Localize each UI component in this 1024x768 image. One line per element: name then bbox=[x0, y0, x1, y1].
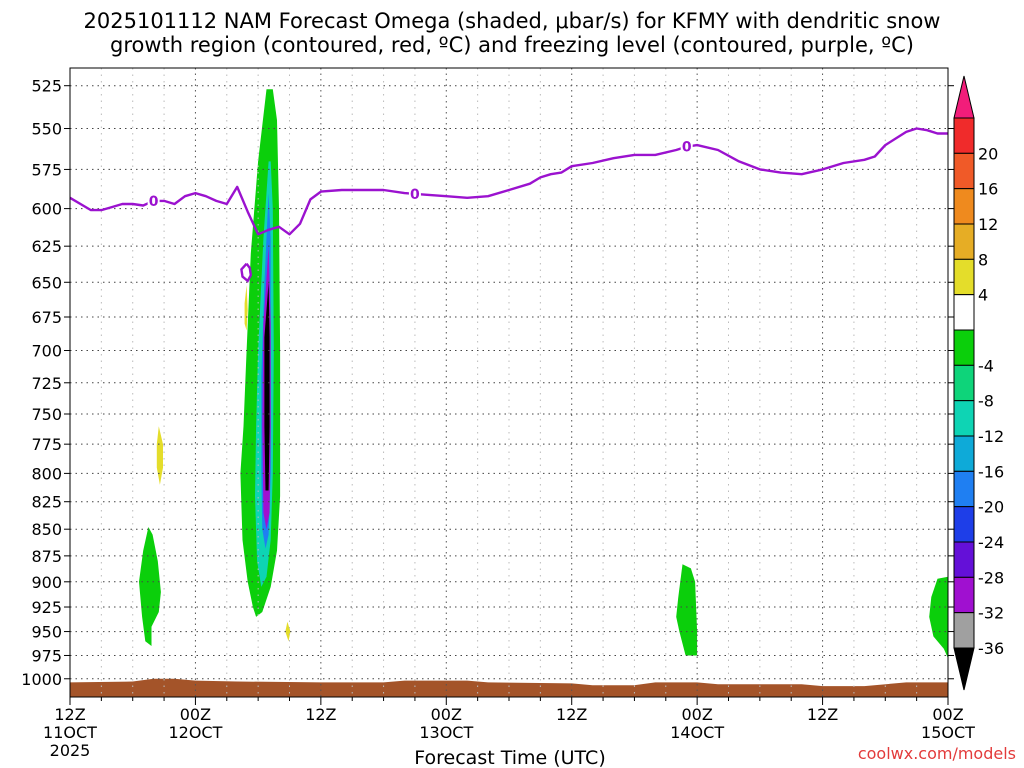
freezing-label-bg bbox=[680, 137, 693, 156]
chart-title-line-1: 2025101112 NAM Forecast Omega (shaded, μ… bbox=[83, 9, 941, 33]
colorbar-box-3 bbox=[953, 223, 975, 260]
omega-region-black-core-column bbox=[264, 282, 270, 491]
colorbar-label-6: -8 bbox=[978, 392, 994, 411]
credit-link[interactable]: coolwx.com/models bbox=[858, 744, 1016, 763]
freezing-label-bg bbox=[408, 184, 421, 203]
x-tick-label-0-line2: 11OCT bbox=[43, 723, 97, 742]
colorbar-label-9: -20 bbox=[978, 498, 1004, 517]
colorbar-box-11 bbox=[953, 506, 975, 543]
x-axis-title: Forecast Time (UTC) bbox=[414, 747, 605, 768]
freezing-level-label-2: 0 bbox=[410, 187, 420, 203]
colorbar: 20 16 12 8 4 -4 -8 -12 -16 -20 -24 -28 -32 -36 bbox=[953, 75, 1004, 691]
x-tick-label-36-line2: 13OCT bbox=[419, 723, 473, 742]
x-tick-label-84-line1: 00Z bbox=[932, 705, 963, 724]
y-tick-label-725: 725 bbox=[31, 374, 62, 393]
freezing-level-line bbox=[69, 127, 948, 236]
y-tick-label-575: 575 bbox=[31, 160, 62, 179]
colorbar-box-14 bbox=[953, 612, 975, 649]
colorbar-label-8: -16 bbox=[978, 462, 1004, 481]
y-tick-label-900: 900 bbox=[31, 573, 62, 592]
colorbar-box-1 bbox=[953, 152, 975, 190]
y-tick-label-775: 775 bbox=[31, 435, 62, 454]
y-tick-label-850: 850 bbox=[31, 520, 62, 539]
freezing-level-label-1: 0 bbox=[149, 194, 159, 210]
contour-layer: 0 0 0 bbox=[69, 127, 948, 283]
x-tick-label-72-line1: 12Z bbox=[807, 705, 838, 724]
colorbar-label-1: 16 bbox=[978, 180, 998, 199]
x-tick-label-12-line2: 12OCT bbox=[168, 723, 222, 742]
colorbar-top-arrow bbox=[953, 75, 975, 119]
colorbar-label-13: -36 bbox=[978, 639, 1004, 658]
x-tick-label-12-line1: 00Z bbox=[180, 705, 211, 724]
colorbar-box-4 bbox=[953, 258, 975, 296]
colorbar-label-3: 8 bbox=[978, 250, 988, 269]
colorbar-label-10: -24 bbox=[978, 533, 1004, 552]
y-axis: 525 550 575 600 625 650 675 700 725 750 775 800 825 8… bbox=[21, 77, 954, 689]
y-tick-label-650: 650 bbox=[31, 273, 62, 292]
omega-region-green-blob-left bbox=[139, 527, 161, 646]
y-tick-label-700: 700 bbox=[31, 341, 62, 360]
colorbar-box-10 bbox=[953, 470, 975, 508]
y-tick-label-1000: 1000 bbox=[21, 670, 62, 689]
colorbar-box-13 bbox=[953, 576, 975, 614]
colorbar-bottom-arrow bbox=[953, 647, 975, 691]
omega-region-green-blob-mid bbox=[676, 564, 698, 656]
colorbar-box-8 bbox=[953, 400, 975, 437]
terrain-ground bbox=[70, 678, 948, 697]
terrain-layer bbox=[70, 678, 948, 697]
freezing-level-loop bbox=[240, 262, 253, 283]
colorbar-label-5: -4 bbox=[978, 356, 994, 375]
omega-shading-layer bbox=[139, 89, 948, 659]
colorbar-box-12 bbox=[953, 541, 975, 578]
y-tick-label-825: 825 bbox=[31, 493, 62, 512]
colorbar-box-5 bbox=[953, 294, 975, 331]
colorbar-label-2: 12 bbox=[978, 215, 998, 234]
x-tick-label-48-line1: 12Z bbox=[556, 705, 587, 724]
y-tick-label-950: 950 bbox=[31, 623, 62, 642]
colorbar-label-0: 20 bbox=[978, 144, 998, 163]
chart-title-line-2: growth region (contoured, red, ºC) and f… bbox=[110, 33, 914, 57]
x-tick-label-24-line1: 12Z bbox=[305, 705, 336, 724]
x-tick-label-60-line1: 00Z bbox=[681, 705, 712, 724]
y-tick-label-875: 875 bbox=[31, 547, 62, 566]
plot-frame bbox=[69, 67, 949, 698]
x-tick-label-0-line3: 2025 bbox=[50, 741, 91, 760]
colorbar-label-11: -28 bbox=[978, 568, 1004, 587]
x-tick-label-84-line2: 15OCT bbox=[921, 723, 975, 742]
colorbar-box-6 bbox=[953, 329, 975, 366]
omega-region-yellow-sliver-1 bbox=[156, 426, 163, 485]
y-tick-label-675: 675 bbox=[31, 308, 62, 327]
x-tick-label-0-line1: 12Z bbox=[54, 705, 85, 724]
x-tick-label-60-line2: 14OCT bbox=[670, 723, 724, 742]
y-tick-label-550: 550 bbox=[31, 120, 62, 139]
x-tick-label-36-line1: 00Z bbox=[431, 705, 462, 724]
colorbar-label-4: 4 bbox=[978, 286, 988, 305]
y-tick-label-525: 525 bbox=[31, 77, 62, 96]
colorbar-box-7 bbox=[953, 364, 975, 402]
freezing-label-bg bbox=[147, 191, 160, 210]
grid-layer bbox=[70, 68, 948, 697]
colorbar-box-9 bbox=[953, 435, 975, 472]
y-tick-label-925: 925 bbox=[31, 598, 62, 617]
colorbar-box-2 bbox=[953, 188, 975, 225]
omega-region-yellow-sliver-3 bbox=[285, 621, 291, 642]
y-tick-label-975: 975 bbox=[31, 646, 62, 665]
y-tick-label-800: 800 bbox=[31, 464, 62, 483]
y-tick-label-625: 625 bbox=[31, 237, 62, 256]
colorbar-box-0 bbox=[953, 117, 975, 154]
colorbar-label-12: -32 bbox=[978, 604, 1004, 623]
omega-region-green-blob-right bbox=[929, 576, 948, 659]
colorbar-label-7: -12 bbox=[978, 427, 1004, 446]
y-tick-label-600: 600 bbox=[31, 200, 62, 219]
omega-region-yellow-sliver-2 bbox=[244, 285, 248, 331]
freezing-level-label-3: 0 bbox=[682, 140, 692, 156]
y-tick-label-750: 750 bbox=[31, 405, 62, 424]
